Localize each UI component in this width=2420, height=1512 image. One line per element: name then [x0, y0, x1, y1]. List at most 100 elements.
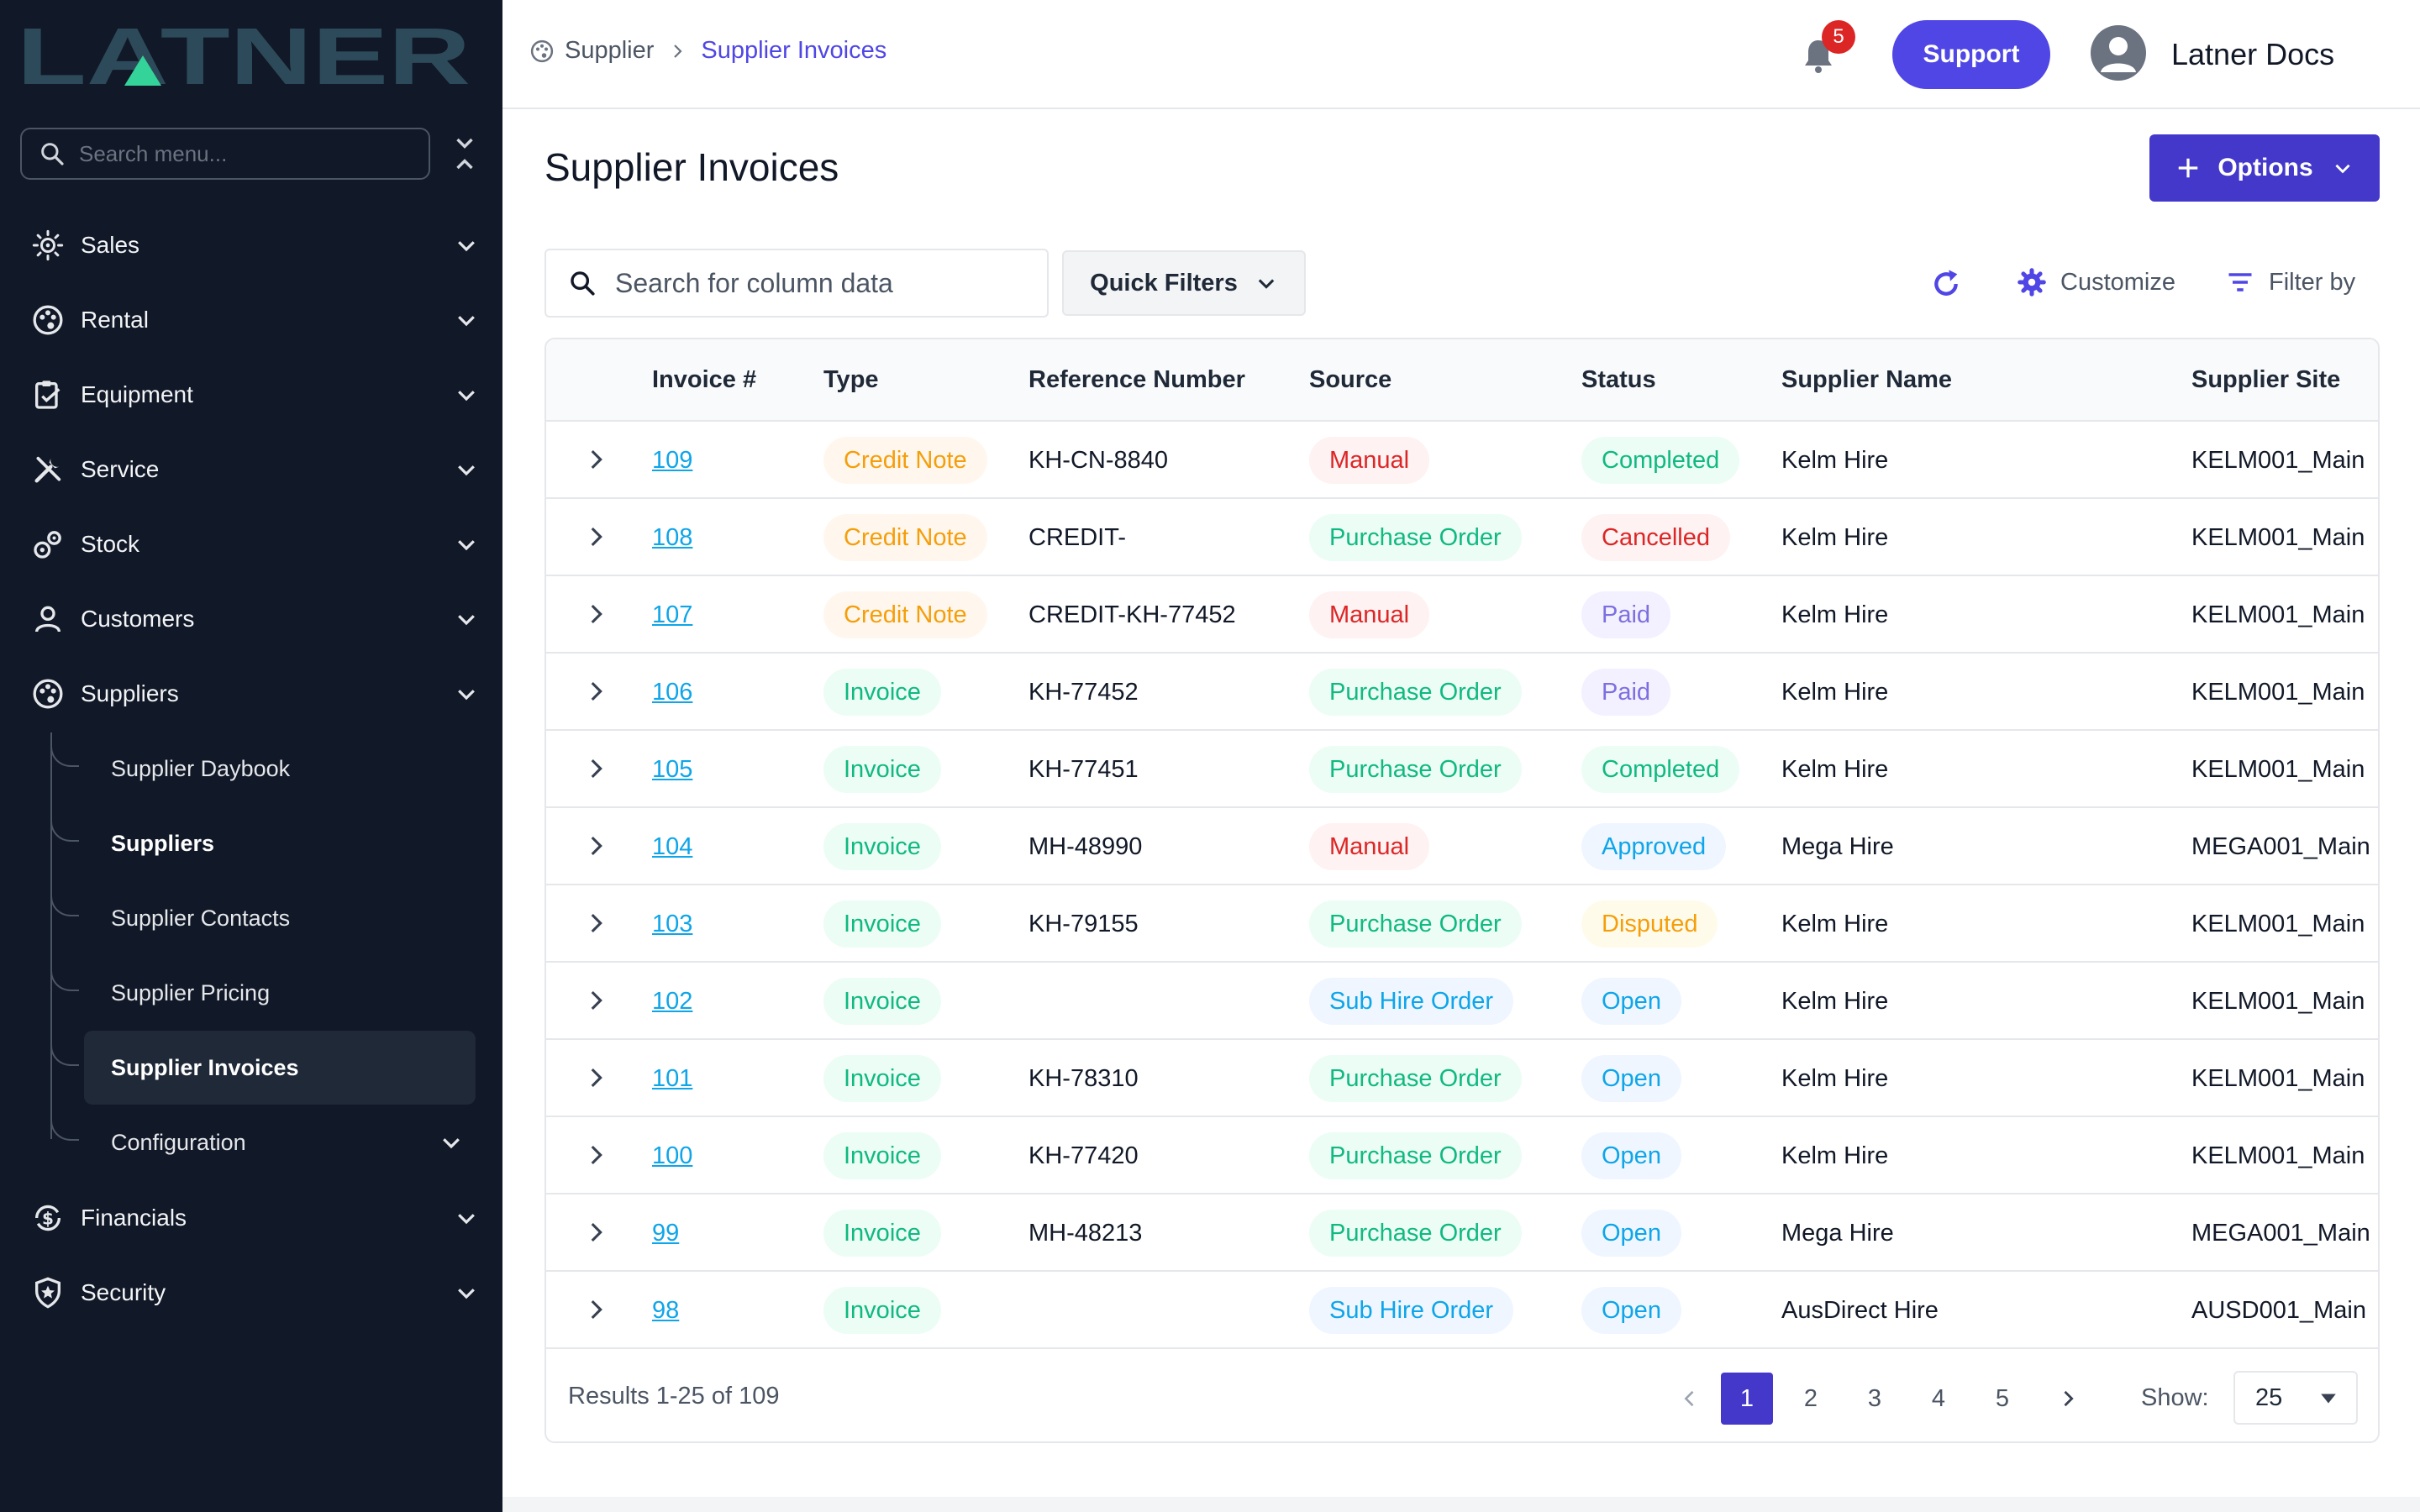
status-badge: Open — [1581, 1055, 1681, 1102]
sidebar-subitem-configuration[interactable]: Configuration — [84, 1105, 476, 1179]
sidebar-subitem-supplier-pricing[interactable]: Supplier Pricing — [84, 956, 476, 1030]
column-header-reference[interactable]: Reference Number — [1028, 366, 1245, 393]
expand-row-icon[interactable] — [581, 677, 610, 706]
table-row[interactable]: 98 Invoice Sub Hire Order Open AusDirect Hir… — [546, 1272, 2378, 1349]
expand-row-icon[interactable] — [581, 1218, 610, 1247]
sidebar-subitem-supplier-invoices[interactable]: Supplier Invoices — [84, 1031, 476, 1105]
status-badge: Paid — [1581, 591, 1671, 638]
expand-row-icon[interactable] — [581, 1141, 610, 1169]
expand-row-icon[interactable] — [581, 986, 610, 1015]
latner-logo[interactable]: LATNER — [17, 18, 471, 89]
support-button[interactable]: Support — [1892, 20, 2050, 89]
sidebar-subitem-supplier-contacts[interactable]: Supplier Contacts — [84, 881, 476, 955]
invoice-number-link[interactable]: 104 — [652, 833, 693, 860]
sidebar-item-financials[interactable]: $ Financials — [30, 1193, 479, 1243]
column-header-status[interactable]: Status — [1581, 366, 1656, 393]
expand-row-icon[interactable] — [581, 909, 610, 937]
table-search[interactable] — [544, 249, 1049, 318]
page-size-select[interactable]: 25 — [2233, 1371, 2358, 1425]
sidebar-item-rental[interactable]: Rental — [30, 295, 479, 345]
supplier-site: KELM001_Main — [2191, 679, 2365, 706]
table-row[interactable]: 103 Invoice KH-79155 Purchase Order Disputed… — [546, 885, 2378, 963]
page-button-4[interactable]: 4 — [1931, 1384, 1946, 1412]
expand-row-icon[interactable] — [581, 1295, 610, 1324]
sidebar-item-suppliers[interactable]: Suppliers — [30, 669, 479, 719]
page-button-2[interactable]: 2 — [1803, 1384, 1818, 1412]
table-header: Invoice # Type Reference Number Source S… — [546, 339, 2378, 422]
next-page-button[interactable] — [2042, 1373, 2094, 1425]
type-badge: Invoice — [823, 1287, 941, 1334]
invoice-number-link[interactable]: 100 — [652, 1142, 693, 1169]
expand-row-icon[interactable] — [581, 832, 610, 860]
options-button[interactable]: Options — [2149, 134, 2380, 202]
expand-row-icon[interactable] — [581, 522, 610, 551]
type-badge: Invoice — [823, 746, 941, 793]
invoice-number-link[interactable]: 101 — [652, 1065, 693, 1092]
sidebar-subitem-suppliers[interactable]: Suppliers — [84, 806, 476, 880]
invoice-number-link[interactable]: 106 — [652, 679, 693, 706]
chevron-down-icon — [458, 316, 475, 327]
invoice-number-link[interactable]: 103 — [652, 911, 693, 937]
sidebar-item-equipment[interactable]: Equipment — [30, 370, 479, 420]
sidebar-item-security[interactable]: Security — [30, 1268, 479, 1318]
breadcrumb-parent[interactable]: Supplier — [565, 37, 655, 64]
status-badge: Open — [1581, 978, 1681, 1025]
table-row[interactable]: 102 Invoice Sub Hire Order Open Kelm Hire KEL… — [546, 963, 2378, 1040]
invoice-number-link[interactable]: 109 — [652, 447, 693, 474]
column-header-invoice[interactable]: Invoice # — [652, 366, 757, 393]
invoice-number-link[interactable]: 102 — [652, 988, 693, 1015]
filter-by-button[interactable]: Filter by — [2225, 267, 2355, 297]
invoice-number-link[interactable]: 98 — [652, 1297, 680, 1324]
column-header-type[interactable]: Type — [823, 366, 879, 393]
table-row[interactable]: 104 Invoice MH-48990 Manual Approved Mega Hir… — [546, 808, 2378, 885]
invoice-number-link[interactable]: 107 — [652, 601, 693, 628]
reference-number: CREDIT- — [1028, 524, 1126, 551]
expand-row-icon[interactable] — [581, 445, 610, 474]
table-row[interactable]: 101 Invoice KH-78310 Purchase Order Open Kelm… — [546, 1040, 2378, 1117]
sidebar-item-label: Suppliers — [81, 680, 179, 706]
sidebar-subitem-label: Suppliers — [111, 830, 215, 856]
invoice-number-link[interactable]: 105 — [652, 756, 693, 783]
expand-row-icon[interactable] — [581, 1063, 610, 1092]
page-button-5[interactable]: 5 — [1995, 1384, 2010, 1412]
sidebar-subitem-supplier-daybook[interactable]: Supplier Daybook — [84, 732, 476, 806]
caret-down-icon — [2321, 1394, 2336, 1404]
page-button-3[interactable]: 3 — [1867, 1384, 1882, 1412]
collapse-icon[interactable] — [450, 134, 479, 173]
column-header-supplier-name[interactable]: Supplier Name — [1781, 366, 1953, 393]
sidebar-subitem-label: Supplier Pricing — [111, 979, 271, 1005]
column-header-source[interactable]: Source — [1309, 366, 1392, 393]
sidebar-item-service[interactable]: Service — [30, 444, 479, 495]
quick-filters-button[interactable]: Quick Filters — [1062, 250, 1306, 316]
user-name[interactable]: Latner Docs — [2171, 37, 2335, 71]
plus-icon — [2179, 158, 2198, 178]
table-row[interactable]: 108 Credit Note CREDIT- Purchase Order Cance… — [546, 499, 2378, 576]
sidebar-item-sales[interactable]: Sales — [30, 220, 479, 270]
page-button-1[interactable]: 1 — [1721, 1373, 1773, 1425]
prev-page-button[interactable] — [1664, 1373, 1716, 1425]
expand-row-icon[interactable] — [581, 600, 610, 628]
avatar[interactable] — [2091, 25, 2146, 81]
sidebar-item-stock[interactable]: Stock — [30, 519, 479, 570]
invoice-number-link[interactable]: 108 — [652, 524, 693, 551]
supplier-site: KELM001_Main — [2191, 988, 2365, 1015]
refresh-icon[interactable] — [1929, 267, 1963, 301]
table-row[interactable]: 107 Credit Note CREDIT-KH-77452 Manual Paid K… — [546, 576, 2378, 654]
table-search-input[interactable] — [615, 267, 1035, 299]
breadcrumb: Supplier Supplier Invoices — [529, 37, 886, 65]
table-row[interactable]: 100 Invoice KH-77420 Purchase Order Open Kelm… — [546, 1117, 2378, 1194]
reference-number: KH-79155 — [1028, 911, 1139, 937]
breadcrumb-current[interactable]: Supplier Invoices — [701, 37, 887, 64]
menu-search[interactable] — [20, 128, 430, 180]
column-header-supplier-site[interactable]: Supplier Site — [2191, 366, 2341, 393]
table-row[interactable]: 105 Invoice KH-77451 Purchase Order Complete… — [546, 731, 2378, 808]
menu-search-input[interactable] — [79, 140, 415, 167]
customize-button[interactable]: Customize — [2017, 267, 2175, 297]
invoice-number-link[interactable]: 99 — [652, 1220, 680, 1247]
svg-text:$: $ — [42, 1209, 54, 1229]
table-row[interactable]: 109 Credit Note KH-CN-8840 Manual Completed K… — [546, 422, 2378, 499]
sidebar-item-customers[interactable]: Customers — [30, 594, 479, 644]
table-row[interactable]: 99 Invoice MH-48213 Purchase Order Open Mega … — [546, 1194, 2378, 1272]
table-row[interactable]: 106 Invoice KH-77452 Purchase Order Paid Kelm… — [546, 654, 2378, 731]
expand-row-icon[interactable] — [581, 754, 610, 783]
